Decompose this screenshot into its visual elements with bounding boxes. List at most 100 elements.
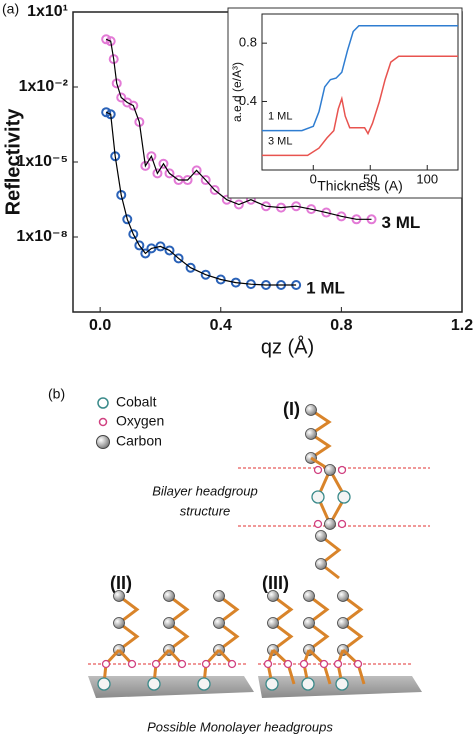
carbon (303, 590, 315, 602)
caption: Possible Monolayer headgroups (147, 719, 333, 734)
cobalt (97, 677, 111, 691)
oxygen (177, 659, 187, 669)
legend-carbon (96, 435, 110, 449)
data-point (191, 165, 202, 176)
carbon (113, 590, 125, 602)
oxygen (101, 659, 111, 669)
carbon (267, 617, 279, 629)
oxygen (319, 659, 329, 669)
oxygen (263, 659, 273, 669)
carbon (305, 404, 317, 416)
cobalt (301, 677, 315, 691)
x-tick-label: 0.0 (89, 317, 111, 334)
data-point (215, 274, 226, 285)
data-point (146, 243, 157, 254)
data-point (306, 204, 317, 215)
data-point (155, 241, 166, 252)
carbon (315, 530, 327, 542)
carbon (163, 590, 175, 602)
cobalt (335, 677, 349, 691)
structure-label: (I) (283, 399, 300, 419)
cobalt (147, 677, 161, 691)
carbon (163, 617, 175, 629)
carbon (213, 617, 225, 629)
data-point (128, 100, 139, 111)
oxygen (313, 519, 323, 529)
x-tick-label: 0 (310, 171, 317, 186)
oxygen (333, 659, 343, 669)
legend-cobalt (97, 397, 109, 409)
diagram: (b) Cobalt Oxygen Carbon (I) (II) (III) … (48, 386, 430, 734)
data-point (122, 214, 133, 225)
y-tick-label: 0.8 (239, 35, 257, 50)
data-point (152, 168, 163, 179)
data-point (173, 253, 184, 264)
x-tick-label: 0.8 (330, 317, 352, 334)
plot-frame (261, 13, 459, 171)
data-point (134, 240, 145, 251)
cobalt (311, 490, 325, 504)
y-tick-label: 1x10¹ (27, 3, 68, 20)
data-point (105, 36, 116, 47)
oxygen (151, 659, 161, 669)
oxygen (313, 465, 323, 475)
data-point (140, 248, 151, 259)
caption: structure (180, 503, 231, 518)
oxygen (227, 659, 237, 669)
oxygen (299, 659, 309, 669)
carbon (267, 590, 279, 602)
substrate (88, 676, 254, 698)
x-tick-label: 0.4 (210, 317, 232, 334)
data-line (262, 24, 458, 132)
fit-line (105, 111, 297, 286)
data-point (221, 194, 232, 205)
carbon (303, 617, 315, 629)
y-tick-label: 0.4 (239, 93, 257, 108)
carbon (324, 464, 336, 476)
legend-text: Oxygen (116, 413, 164, 429)
y-tick-label: 1x10⁻⁵ (16, 153, 68, 170)
data-point (116, 189, 127, 200)
oxygen (201, 659, 211, 669)
carbon (315, 558, 327, 570)
carbon (113, 617, 125, 629)
data-point (185, 262, 196, 273)
x-tick-label: 1.2 (451, 317, 473, 334)
x-tick-label: 50 (363, 171, 377, 186)
oxygen (337, 519, 347, 529)
legend-text: Cobalt (116, 394, 157, 410)
structure-label: (III) (262, 573, 289, 593)
y-axis-label: a.e.d (e/A³) (230, 62, 244, 122)
cobalt (265, 677, 279, 691)
y-tick-label: 1x10⁻⁸ (16, 228, 68, 245)
data-point (146, 151, 157, 162)
series-label: 3 ML (382, 213, 421, 232)
inset-frame (227, 7, 463, 199)
data-point (209, 184, 220, 195)
oxygen (283, 659, 293, 669)
legend-text: Carbon (116, 433, 162, 449)
carbon (337, 617, 349, 629)
x-axis-label: Thickness (A) (317, 178, 403, 194)
x-tick-label: 100 (416, 171, 438, 186)
carbon (337, 590, 349, 602)
data-point (116, 92, 127, 103)
structure-label: (II) (110, 573, 132, 593)
data-point (158, 158, 169, 169)
cobalt (337, 490, 351, 504)
carbon (324, 518, 336, 530)
cobalt (197, 677, 211, 691)
oxygen (353, 659, 363, 669)
carbon (305, 428, 317, 440)
caption: Bilayer headgroup (152, 483, 258, 498)
series-label: 1 ML (306, 279, 345, 298)
series-label: 3 ML (268, 135, 292, 147)
y-tick-label: 1x10⁻² (19, 78, 68, 95)
data-point (321, 207, 332, 218)
x-axis-label: qz (Å) (261, 335, 314, 358)
panel-label: (b) (48, 386, 65, 402)
oxygen (127, 659, 137, 669)
legend-oxygen (98, 417, 108, 427)
data-point (164, 168, 175, 179)
